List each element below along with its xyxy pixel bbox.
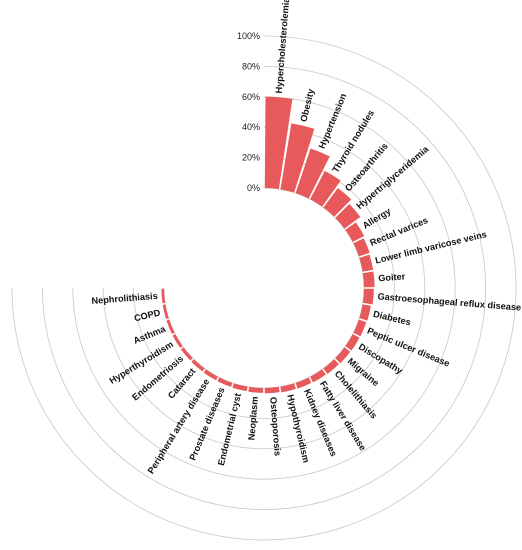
bar [280, 123, 315, 193]
grid-ring [163, 187, 365, 389]
bar [280, 383, 296, 393]
category-label: Hypercholesterolemia [274, 0, 292, 94]
bar [248, 386, 264, 393]
bar [232, 383, 248, 392]
bar [345, 334, 360, 351]
category-label: Goiter [378, 271, 406, 283]
bar [172, 334, 183, 348]
bar [217, 377, 233, 387]
bar [264, 386, 280, 394]
bar [161, 288, 166, 304]
bar [335, 347, 351, 364]
category-label: Neoplasm [246, 396, 259, 441]
bar [323, 188, 352, 217]
bar [362, 271, 375, 288]
bar [264, 96, 293, 190]
bar [359, 254, 374, 272]
tick-label: 40% [242, 122, 260, 132]
tick-label: 20% [242, 153, 260, 163]
bar [162, 304, 169, 319]
bar [180, 347, 193, 361]
grid-rings [11, 35, 517, 541]
grid-ring [102, 126, 426, 450]
bar [203, 369, 218, 381]
category-label: Nephrolithiasis [91, 291, 158, 306]
tick-label: 60% [242, 92, 260, 102]
tick-label: 80% [242, 61, 260, 71]
category-label: COPD [133, 307, 162, 323]
category-label: Gastroesophageal reflux disease [377, 291, 521, 312]
bar [310, 369, 326, 383]
bar [359, 304, 371, 321]
bar [353, 238, 370, 257]
category-label: Hyperthyroidism [108, 339, 175, 386]
bar [166, 319, 175, 334]
bar [323, 359, 339, 374]
category-label: Osteoporosis [268, 397, 283, 457]
category-label: Hypertension [317, 92, 349, 150]
tick-label: 0% [247, 183, 260, 193]
bar [362, 288, 374, 305]
category-label: Allergy [361, 205, 394, 230]
grid-ring [42, 66, 486, 510]
category-label: Asthma [132, 323, 168, 345]
category-label: Obesity [298, 87, 316, 123]
bar [310, 170, 341, 207]
bar [345, 222, 365, 242]
bars [161, 96, 375, 394]
radial-axis-ticks: 0% 20% 40% 60% 80% 100% [237, 31, 260, 193]
bar [353, 319, 367, 337]
bar [295, 148, 330, 199]
bar [295, 377, 312, 389]
tick-label: 100% [237, 31, 260, 41]
grid-ring [11, 35, 517, 541]
grid-ring [72, 96, 456, 480]
bar [191, 359, 205, 372]
bar [335, 203, 361, 229]
grid-ring [133, 157, 395, 419]
